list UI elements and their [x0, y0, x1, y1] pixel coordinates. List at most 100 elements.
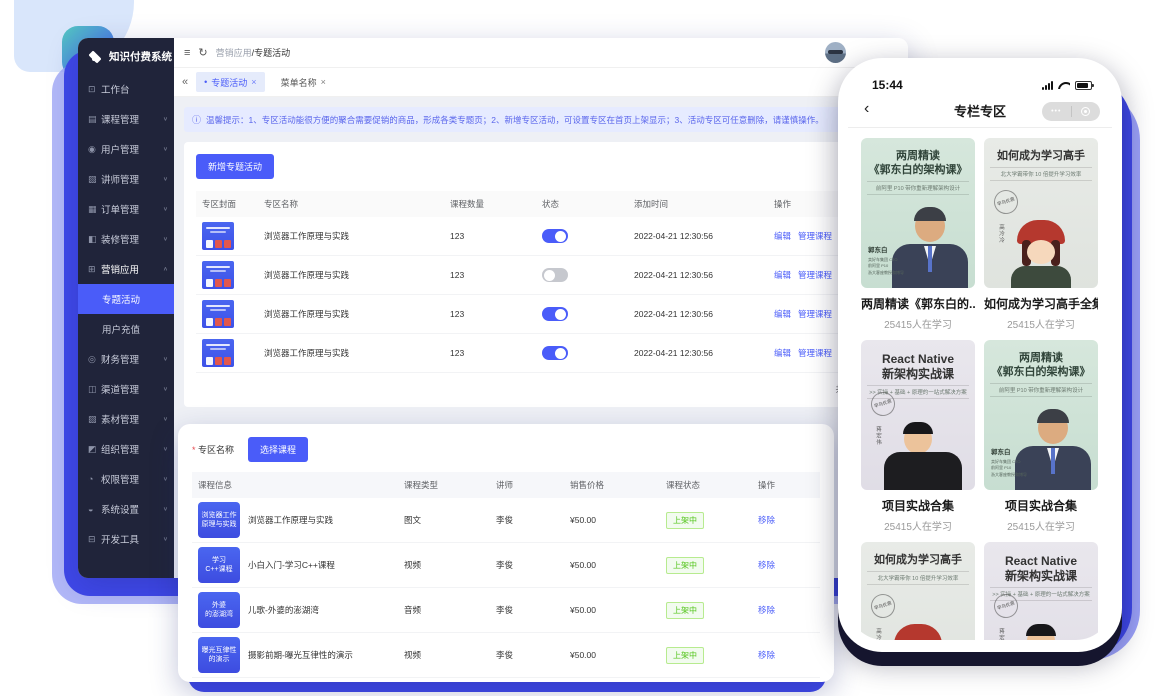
course-card-learners: 25415人在学习: [884, 320, 952, 331]
action-link-编辑[interactable]: 编辑: [774, 231, 792, 241]
course-status-cell: 上架中: [660, 632, 752, 678]
course-info: 外婆 的澎湖湾 儿歌-外婆的澎湖湾: [198, 592, 392, 628]
cover-subtitle: 前阿里 P10 带你重新理解架构设计: [990, 382, 1092, 397]
chevron-down-icon: ∨: [162, 506, 168, 513]
sidebar-item-财务管理[interactable]: ◎ 财务管理 ∨: [78, 344, 174, 374]
cover-subtitle: >> 实操 + 基础 + 原理的一站式解决方案: [990, 587, 1092, 601]
tab-菜单名称[interactable]: 菜单名称 ×: [273, 72, 334, 92]
sidebar-item-订单管理[interactable]: ▦ 订单管理 ∨: [78, 194, 174, 224]
course-col-操作: 操作: [752, 472, 820, 498]
status-bar: 15:44: [848, 68, 1112, 94]
status-toggle[interactable]: [542, 346, 568, 360]
course-card[interactable]: 如何成为学习高手 北大学霸带你 10 倍提升学习效率 早鸟优惠 高冷冷 如何成为学习高手…: [984, 138, 1098, 331]
sidebar-item-渠道管理[interactable]: ◫ 渠道管理 ∨: [78, 374, 174, 404]
sidebar-item-课程管理[interactable]: ▤ 课程管理 ∨: [78, 104, 174, 134]
cover-author-line: 前阿里 P10: [991, 465, 1012, 471]
course-cover-text-line: 的演示: [208, 656, 230, 663]
status-toggle[interactable]: [542, 268, 568, 282]
sidebar-item-label: 权限管理: [101, 475, 140, 486]
action-link-管理课程[interactable]: 管理课程: [798, 231, 833, 241]
remove-link[interactable]: 移除: [758, 605, 776, 615]
sidebar-subitem-专题活动[interactable]: 专题活动: [78, 284, 174, 314]
sidebar-item-讲师管理[interactable]: ▧ 讲师管理 ∨: [78, 164, 174, 194]
sidebar-item-权限管理[interactable]: ◔ 权限管理 ∨: [78, 464, 174, 494]
topic-cover-thumbnail: [202, 300, 234, 328]
select-course-button[interactable]: 选择课程: [248, 437, 309, 462]
menu-fold-icon[interactable]: ≡: [184, 46, 191, 59]
sidebar-item-icon: ◫: [88, 383, 97, 394]
sidebar-item-工作台[interactable]: ⊡ 工作台: [78, 74, 174, 104]
course-name: 浏览器工作原理与实践: [248, 515, 334, 525]
zone-name-field-row: * 专区名称 选择课程: [192, 437, 820, 462]
topic-add-time: 2022-04-21 12:30:56: [628, 294, 768, 334]
action-link-编辑[interactable]: 编辑: [774, 270, 792, 280]
sidebar-item-label: 财务管理: [101, 355, 140, 366]
status-badge: 上架中: [666, 556, 704, 574]
course-card[interactable]: 两周精读 《郭东白的架构课》 前阿里 P10 带你重新理解架构设计 郭东白 卖好车集团 …: [984, 340, 1098, 533]
miniprogram-capsule[interactable]: •••: [1042, 102, 1100, 121]
collapse-tabs-icon[interactable]: «: [182, 76, 189, 88]
wifi-icon: [1058, 81, 1070, 89]
course-card[interactable]: 两周精读 《郭东白的架构课》 前阿里 P10 带你重新理解架构设计 郭东白 卖好车集团 …: [861, 138, 975, 331]
action-link-编辑[interactable]: 编辑: [774, 348, 792, 358]
chevron-down-icon: ∨: [162, 176, 168, 183]
action-link-管理课程[interactable]: 管理课程: [798, 348, 833, 358]
topic-status-cell: [536, 255, 628, 295]
tab-label: 专题活动: [211, 77, 248, 88]
sidebar-item-label: 营销应用: [101, 265, 140, 276]
action-link-编辑[interactable]: 编辑: [774, 309, 792, 319]
action-link-管理课程[interactable]: 管理课程: [798, 309, 833, 319]
remove-link[interactable]: 移除: [758, 515, 776, 525]
course-price: ¥50.00: [564, 632, 660, 678]
sidebar-item-icon: ⊡: [88, 83, 96, 94]
tab-close-icon[interactable]: ×: [251, 77, 257, 87]
sidebar-item-label: 组织管理: [101, 445, 140, 456]
chevron-down-icon: ∨: [162, 386, 168, 393]
sidebar-item-组织管理[interactable]: ◩ 组织管理 ∨: [78, 434, 174, 464]
course-info: 浏览器工作 原理与实践 浏览器工作原理与实践: [198, 502, 392, 538]
status-toggle[interactable]: [542, 229, 568, 243]
course-card[interactable]: React Native 新架构实战课 >> 实操 + 基础 + 原理的一站式解决方…: [861, 340, 975, 533]
course-col-讲师: 讲师: [490, 472, 564, 498]
sidebar-item-label: 用户管理: [101, 145, 140, 156]
remove-link[interactable]: 移除: [758, 650, 776, 660]
remove-link[interactable]: 移除: [758, 560, 776, 570]
user-avatar[interactable]: [825, 42, 846, 63]
cover-title-line: 如何成为学习高手: [997, 150, 1085, 162]
course-actions: 移除: [752, 587, 820, 633]
course-select-panel: * 专区名称 选择课程 课程信息 课程类型 讲师 销售价格 课程状态 操作 浏览器工作 原理…: [178, 424, 834, 682]
sidebar-subitem-用户充值[interactable]: 用户充值: [102, 325, 141, 336]
refresh-icon[interactable]: ↻: [198, 47, 208, 59]
cover-author-line: 前阿里 P10: [868, 263, 889, 269]
course-col-课程类型: 课程类型: [398, 472, 490, 498]
sidebar-item-营销应用[interactable]: ⊞ 营销应用 ∧: [78, 254, 174, 284]
action-link-管理课程[interactable]: 管理课程: [798, 270, 833, 280]
sidebar-item-label: 课程管理: [101, 115, 140, 126]
sidebar-item-label: 开发工具: [101, 535, 140, 546]
course-cover-text-line: 学习: [212, 556, 226, 564]
cover-person-illustration: [984, 614, 1098, 640]
chevron-down-icon: ∨: [162, 476, 168, 483]
cover-title-line: 《郭东白的架构课》: [991, 365, 1091, 378]
add-topic-button[interactable]: 新增专题活动: [196, 154, 275, 179]
course-type: 视频: [398, 677, 490, 682]
tab-close-icon[interactable]: ×: [320, 77, 326, 87]
sidebar-item-系统设置[interactable]: ◒ 系统设置 ∨: [78, 494, 174, 524]
sidebar-item-素材管理[interactable]: ▨ 素材管理 ∨: [78, 404, 174, 434]
phone-mockup: 15:44 ‹ 专栏专区 ••• 两周精读 《郭东白的架构课》 前阿里 P10 带你…: [838, 58, 1122, 652]
course-card[interactable]: React Native 新架构实战课 >> 实操 + 基础 + 原理的一站式解决方…: [984, 542, 1098, 640]
course-teacher: 李俊: [490, 632, 564, 678]
sidebar-item-开发工具[interactable]: ⊟ 开发工具 ∨: [78, 524, 174, 554]
sidebar-item-装修管理[interactable]: ◧ 装修管理 ∨: [78, 224, 174, 254]
sidebar-item-icon: ◎: [88, 353, 96, 364]
topic-add-time: 2022-04-21 12:30:56: [628, 333, 768, 373]
sidebar-item-用户管理[interactable]: ◉ 用户管理 ∨: [78, 134, 174, 164]
cover-title-line: React Native: [881, 352, 955, 366]
course-card[interactable]: 如何成为学习高手 北大学霸带你 10 倍提升学习效率 早鸟优惠 高冷冷: [861, 542, 975, 640]
close-circle-icon[interactable]: [1072, 107, 1101, 116]
back-icon[interactable]: ‹: [864, 100, 870, 117]
more-icon[interactable]: •••: [1051, 108, 1062, 115]
status-toggle[interactable]: [542, 307, 568, 321]
tab-专题活动[interactable]: • 专题活动 ×: [196, 72, 265, 92]
course-cover-text-line: 原理与实践: [201, 521, 237, 528]
